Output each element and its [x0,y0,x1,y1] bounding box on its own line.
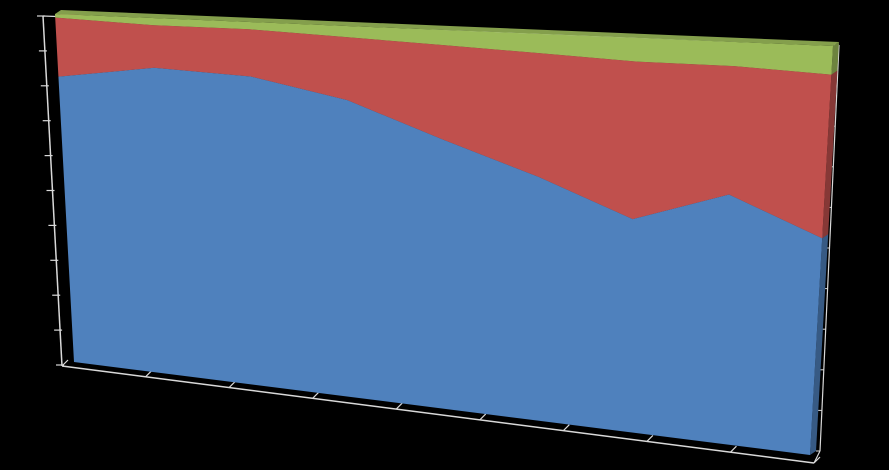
x-tick-mark [730,445,737,453]
x-tick-mark [395,402,403,410]
x-tick-mark [61,359,69,367]
series-3-side-face [831,42,839,75]
series-2-side-face [822,70,838,239]
series-1-side-face [810,234,829,455]
x-tick-mark [145,370,152,378]
series-layer [55,10,839,455]
x-tick-mark [813,456,821,464]
x-tick-mark [228,381,236,388]
x-axis-corner-line [813,450,821,464]
x-tick-mark [562,424,570,432]
x-tick-mark [479,413,487,421]
series-2-area [55,17,832,239]
series-1-area [58,67,823,455]
x-tick-mark [646,435,654,442]
series-3-top-face [55,10,839,46]
series-3-area [55,14,833,75]
x-axis-line [61,365,815,464]
x-tick-mark [312,391,320,399]
